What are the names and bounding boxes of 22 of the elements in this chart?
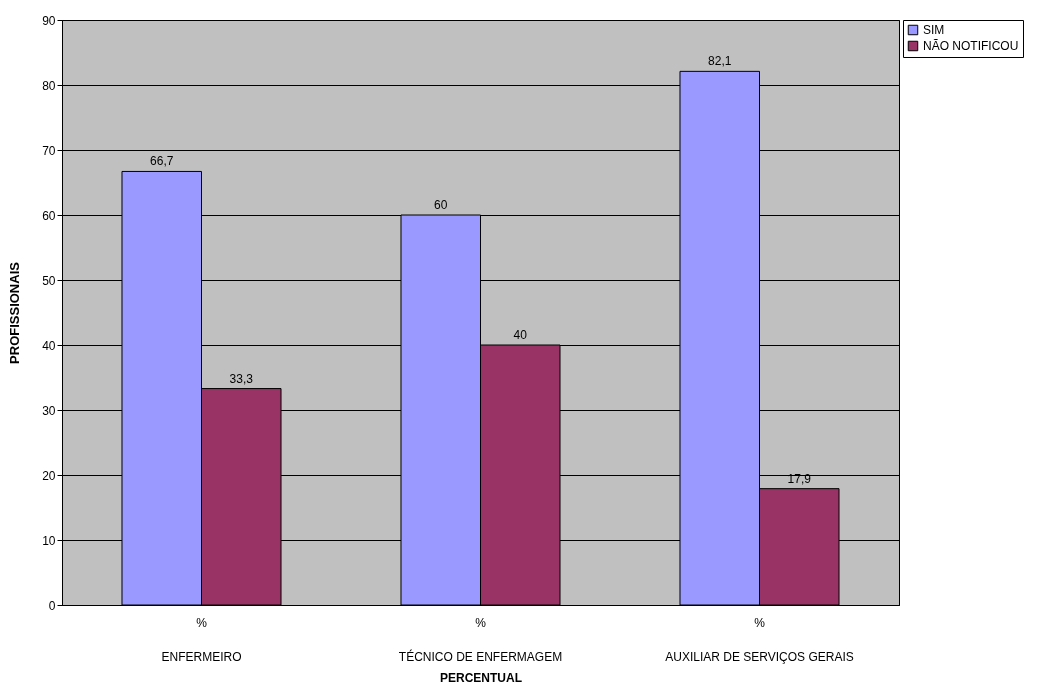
y-tick-label: 20 [42,468,56,483]
y-tick-label: 50 [42,273,56,288]
data-label: 82,1 [708,54,732,69]
x-axis-title: PERCENTUAL [439,670,523,685]
y-tick-label: 0 [48,598,56,613]
y-tick-label: 60 [42,208,56,223]
data-label: 33,3 [229,371,254,386]
legend-label: SIM [923,23,945,37]
category-label: % TÉCNICO DE ENFERMAGEM [398,615,563,664]
y-tick-label: 90 [42,13,56,28]
y-tick-label: 10 [42,533,56,548]
data-label: 40 [513,328,528,342]
legend-label: NÃO NOTIFICOU [923,39,1019,53]
data-label: 66,7 [150,154,174,169]
y-tick-label: 30 [42,403,56,418]
y-tick-label: 40 [42,338,56,353]
y-tick-label: 80 [42,78,56,93]
y-tick-label: 70 [42,143,56,158]
category-label: % AUXILIAR DE SERVIÇOS GERAIS [665,615,854,664]
y-axis-title: PROFISSIONAIS [7,261,23,364]
category-label: % ENFERMEIRO [161,615,242,664]
data-label: 60 [434,198,448,212]
